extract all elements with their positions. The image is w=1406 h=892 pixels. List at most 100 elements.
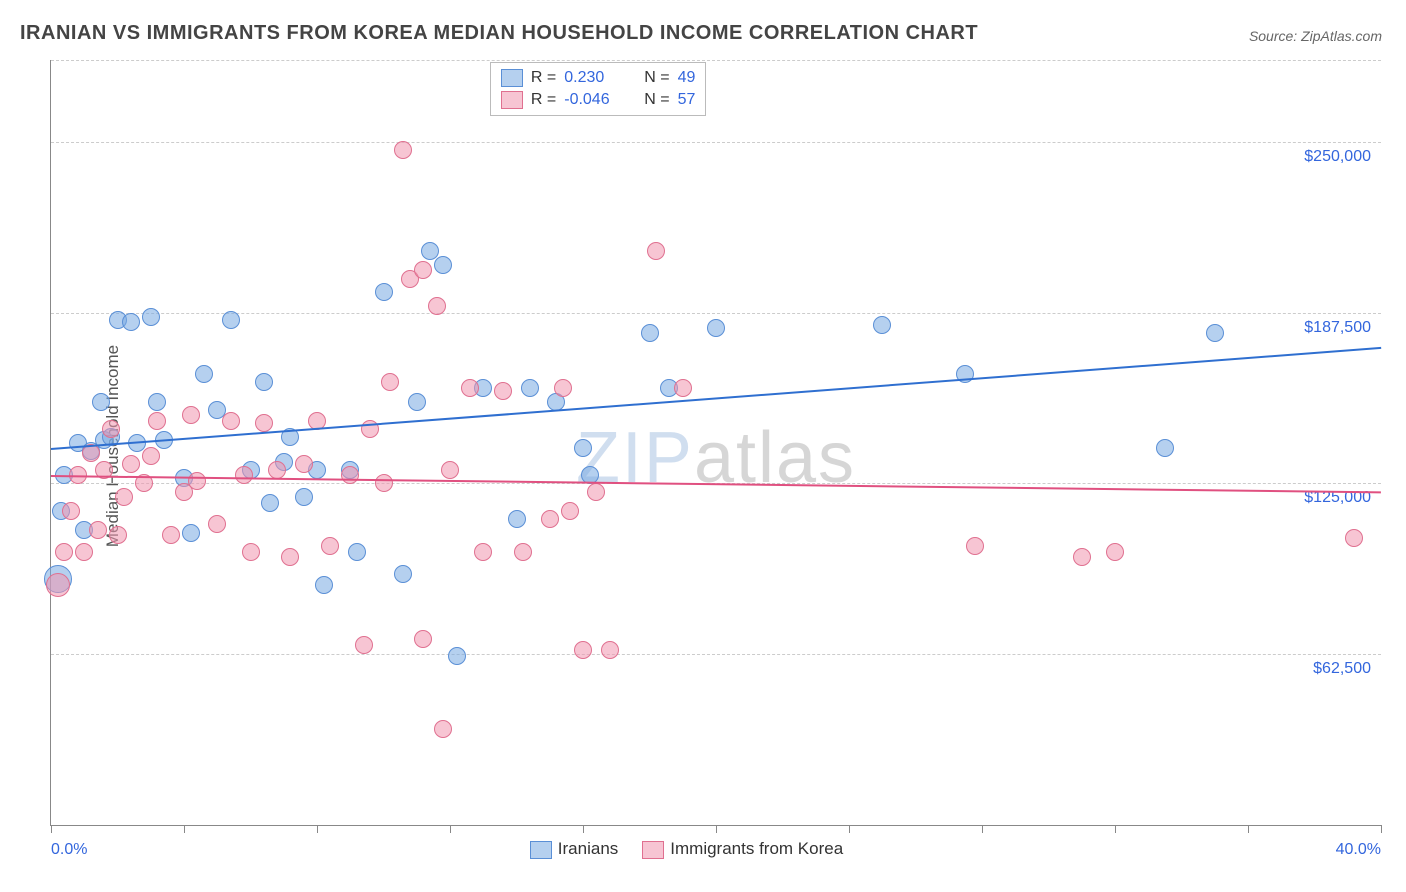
- data-point: [222, 311, 240, 329]
- data-point: [541, 510, 559, 528]
- trend-line: [51, 347, 1381, 450]
- data-point: [235, 466, 253, 484]
- legend-n-label: N =: [644, 69, 669, 87]
- y-tick-label: $250,000: [1304, 148, 1371, 166]
- data-point: [574, 641, 592, 659]
- legend-r-value: 0.230: [564, 69, 624, 87]
- data-point: [261, 494, 279, 512]
- legend-label: Immigrants from Korea: [670, 839, 843, 858]
- x-axis-min-label: 0.0%: [51, 841, 87, 859]
- data-point: [281, 548, 299, 566]
- data-point: [1106, 543, 1124, 561]
- data-point: [195, 365, 213, 383]
- data-point: [122, 313, 140, 331]
- x-tick: [849, 825, 850, 833]
- data-point: [394, 565, 412, 583]
- data-point: [341, 466, 359, 484]
- legend-row: R = -0.046N = 57: [501, 89, 695, 111]
- legend-n-value: 57: [678, 91, 696, 109]
- data-point: [315, 576, 333, 594]
- data-point: [75, 543, 93, 561]
- legend-r-label: R =: [531, 91, 556, 109]
- data-point: [394, 141, 412, 159]
- chart-title: IRANIAN VS IMMIGRANTS FROM KOREA MEDIAN …: [20, 22, 978, 45]
- data-point: [188, 472, 206, 490]
- data-point: [428, 297, 446, 315]
- data-point: [408, 393, 426, 411]
- data-point: [148, 393, 166, 411]
- data-point: [601, 641, 619, 659]
- scatter-plot-area: $62,500$125,000$187,500$250,0000.0%40.0%…: [50, 60, 1381, 826]
- data-point: [89, 521, 107, 539]
- data-point: [873, 316, 891, 334]
- data-point: [55, 543, 73, 561]
- legend-n-value: 49: [678, 69, 696, 87]
- x-tick: [1381, 825, 1382, 833]
- data-point: [46, 573, 70, 597]
- data-point: [647, 242, 665, 260]
- data-point: [1156, 439, 1174, 457]
- x-tick: [583, 825, 584, 833]
- gridline: [51, 60, 1381, 61]
- data-point: [381, 373, 399, 391]
- data-point: [122, 455, 140, 473]
- legend-r-label: R =: [531, 69, 556, 87]
- legend-n-label: N =: [644, 91, 669, 109]
- data-point: [448, 647, 466, 665]
- data-point: [242, 543, 260, 561]
- data-point: [182, 524, 200, 542]
- data-point: [707, 319, 725, 337]
- trend-line: [51, 475, 1381, 493]
- data-point: [674, 379, 692, 397]
- data-point: [1345, 529, 1363, 547]
- data-point: [441, 461, 459, 479]
- data-point: [321, 537, 339, 555]
- legend-item: Immigrants from Korea: [642, 839, 843, 859]
- data-point: [521, 379, 539, 397]
- gridline: [51, 142, 1381, 143]
- legend-swatch: [501, 69, 523, 87]
- data-point: [222, 412, 240, 430]
- legend-label: Iranians: [558, 839, 618, 858]
- data-point: [561, 502, 579, 520]
- data-point: [115, 488, 133, 506]
- data-point: [142, 308, 160, 326]
- data-point: [641, 324, 659, 342]
- legend-item: Iranians: [530, 839, 618, 859]
- data-point: [434, 720, 452, 738]
- data-point: [1206, 324, 1224, 342]
- data-point: [255, 414, 273, 432]
- data-point: [375, 283, 393, 301]
- data-point: [142, 447, 160, 465]
- data-point: [494, 382, 512, 400]
- data-point: [414, 261, 432, 279]
- x-tick: [317, 825, 318, 833]
- x-tick: [982, 825, 983, 833]
- data-point: [375, 474, 393, 492]
- data-point: [295, 455, 313, 473]
- data-point: [414, 630, 432, 648]
- correlation-legend: R = 0.230 N = 49 R = -0.046N = 57: [490, 62, 706, 116]
- series-legend: Iranians Immigrants from Korea: [530, 839, 843, 859]
- x-tick: [450, 825, 451, 833]
- data-point: [461, 379, 479, 397]
- data-point: [587, 483, 605, 501]
- x-axis-max-label: 40.0%: [1336, 841, 1381, 859]
- data-point: [102, 420, 120, 438]
- data-point: [295, 488, 313, 506]
- legend-swatch: [642, 841, 664, 859]
- legend-swatch: [530, 841, 552, 859]
- data-point: [474, 543, 492, 561]
- data-point: [92, 393, 110, 411]
- data-point: [514, 543, 532, 561]
- gridline: [51, 313, 1381, 314]
- source-attribution: Source: ZipAtlas.com: [1249, 28, 1382, 44]
- x-tick: [51, 825, 52, 833]
- x-tick: [1115, 825, 1116, 833]
- gridline: [51, 654, 1381, 655]
- data-point: [109, 526, 127, 544]
- data-point: [434, 256, 452, 274]
- x-tick: [184, 825, 185, 833]
- data-point: [574, 439, 592, 457]
- data-point: [554, 379, 572, 397]
